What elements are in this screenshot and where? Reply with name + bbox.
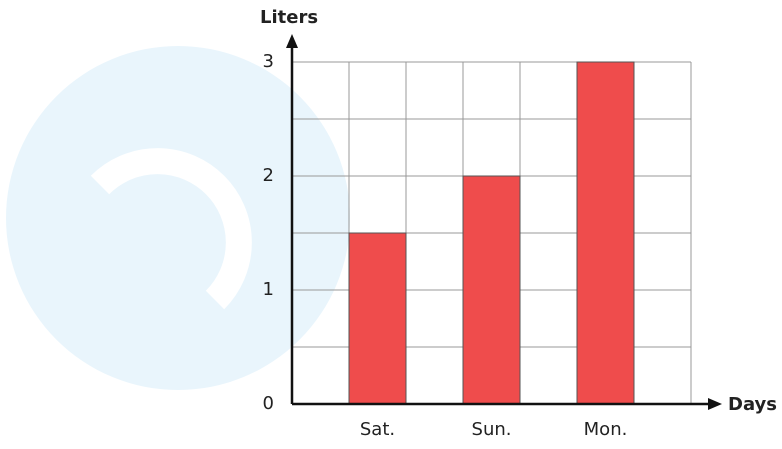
x-tick-label: Sun. [472,419,512,440]
x-tick-label: Mon. [584,419,628,440]
axes [290,44,712,406]
bar [576,61,635,405]
bar [348,232,407,405]
x-tick-label: Sat. [360,419,395,440]
y-axis-label: Liters [260,7,318,28]
y-arrow [286,34,298,48]
watermark [6,46,350,390]
x-arrow [708,398,722,410]
bar [462,175,521,405]
y-tick-label: 3 [263,51,274,72]
x-axis-label: Days [728,394,777,415]
y-tick-label: 1 [263,279,274,300]
y-tick-label: 2 [263,165,274,186]
y-tick-label: 0 [263,393,274,414]
bars [348,61,635,405]
